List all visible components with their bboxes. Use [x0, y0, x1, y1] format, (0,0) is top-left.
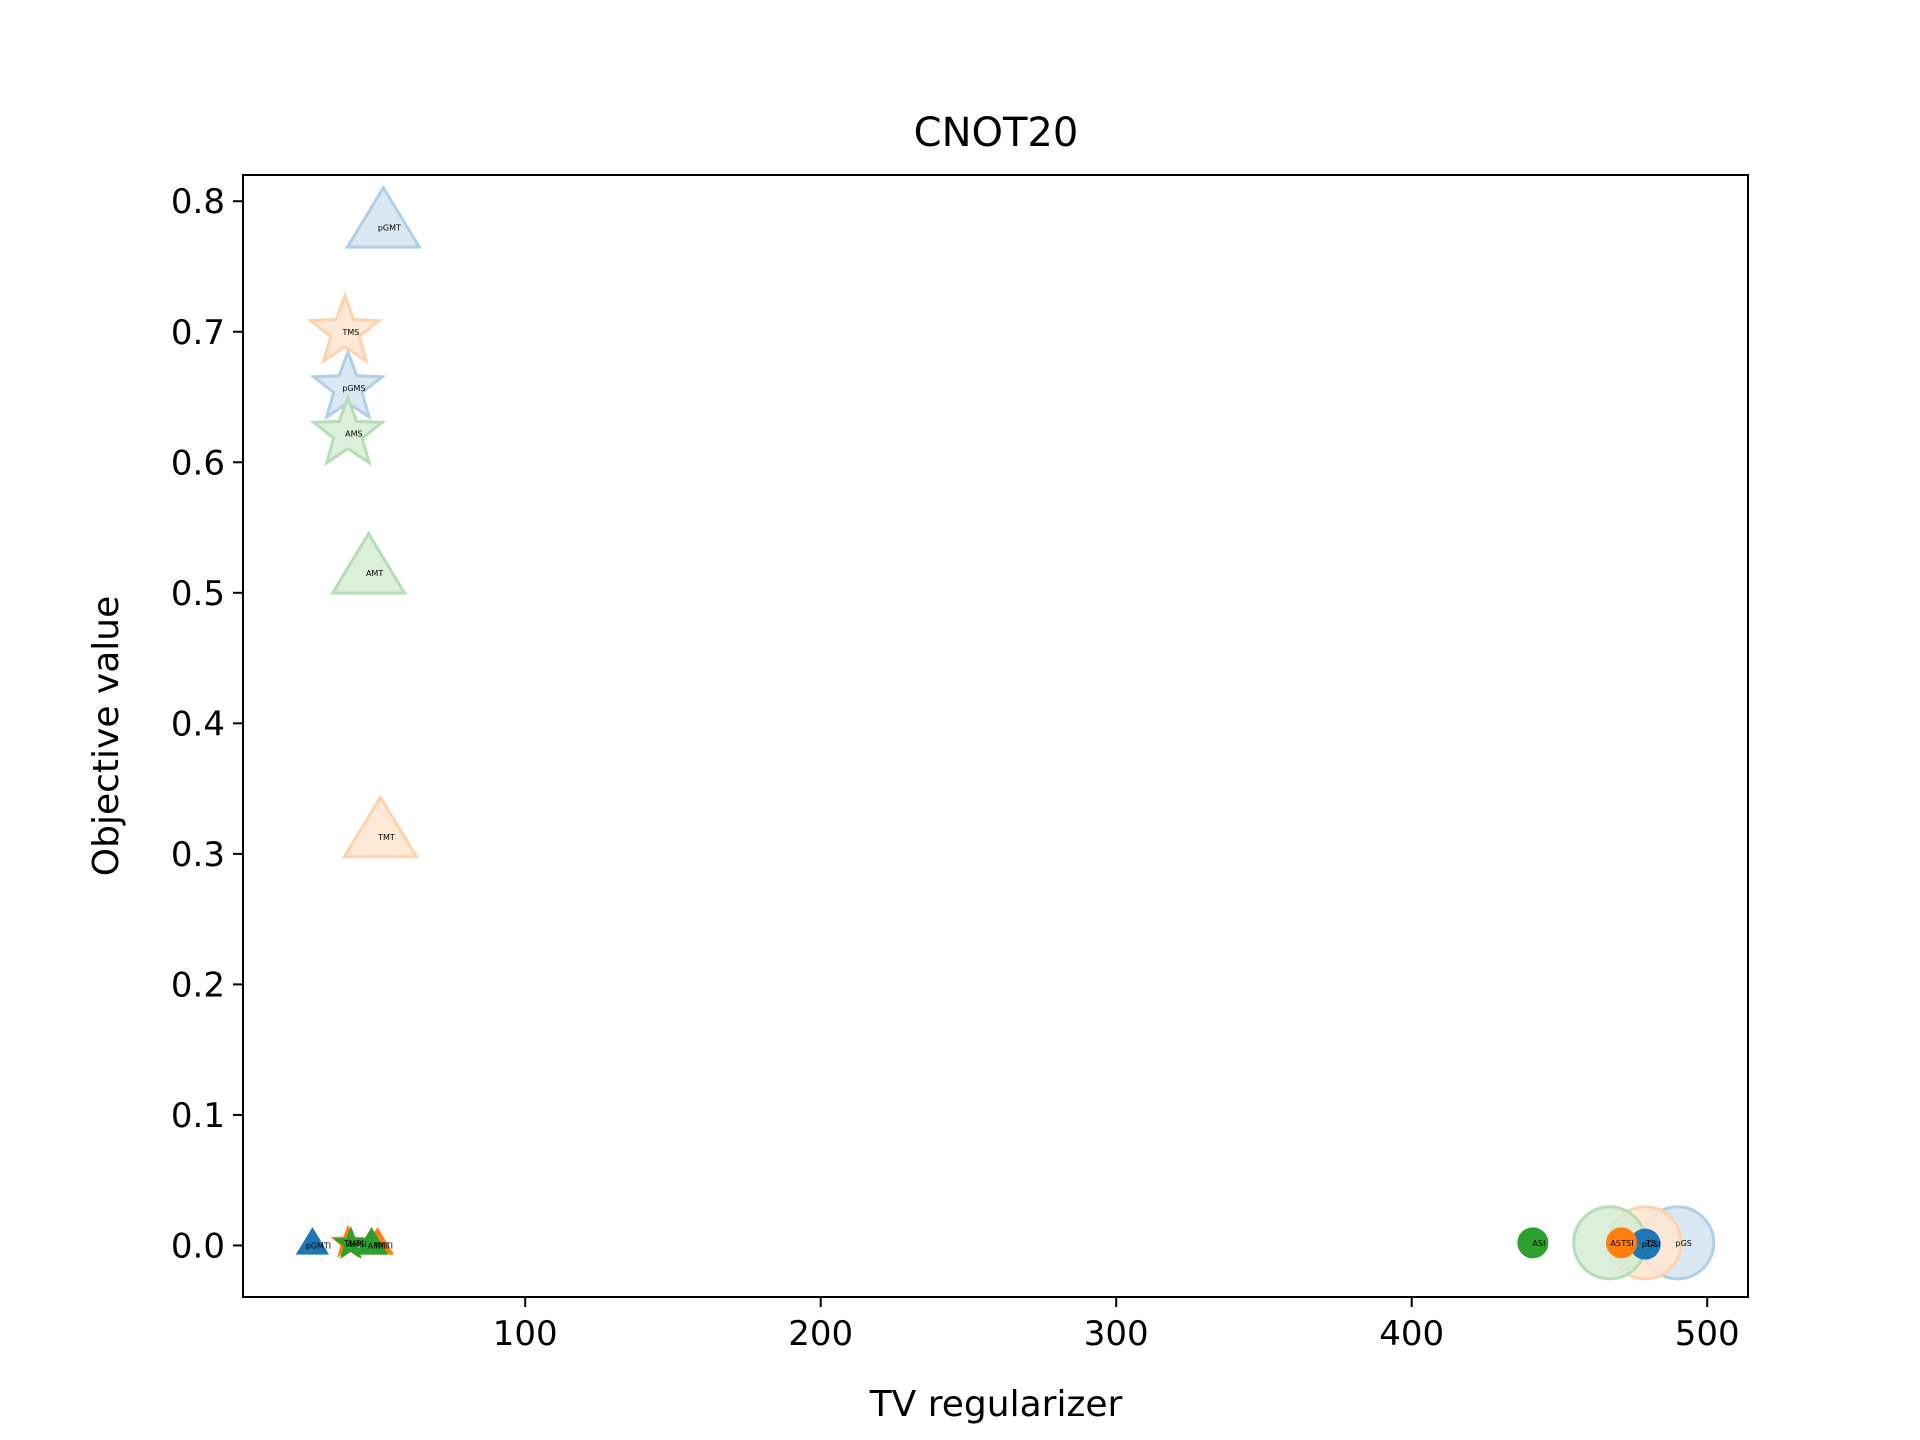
marker-tsi — [1606, 1227, 1638, 1259]
point-label-asi: ASI — [1532, 1239, 1545, 1248]
plot-area — [243, 175, 1748, 1297]
point-label-tmti: TMTI — [373, 1241, 393, 1250]
point-label-tsi: TSI — [1620, 1239, 1633, 1248]
y-axis-label: Objective value — [86, 596, 127, 876]
point-label-pgmt: pGMT — [378, 223, 401, 232]
marker-amsi — [333, 1225, 369, 1259]
x-tick-label: 200 — [788, 1314, 853, 1354]
y-tick-label: 0.3 — [171, 835, 225, 875]
y-tick-label: 0.2 — [171, 965, 225, 1005]
x-axis-label: TV regularizer — [869, 1384, 1123, 1425]
marker-pgmt — [344, 184, 423, 249]
x-axis-ticks: 100 200 300 400 500 — [493, 1297, 1740, 1354]
x-tick-label: 100 — [493, 1314, 558, 1354]
y-tick-label: 0.4 — [171, 704, 225, 744]
x-tick-label: 500 — [1675, 1314, 1740, 1354]
axes-frame — [242, 174, 1749, 1298]
marker-amti — [354, 1227, 389, 1255]
data-markers: pGMT pGMS pGS TMS TMT TS AMS AMT AS pGMTI pGSI TMSI… — [295, 184, 1716, 1281]
point-label-pgsi: pGSI — [1642, 1240, 1661, 1249]
point-label-amt: AMT — [366, 569, 383, 578]
point-label-tmsi: TMSI — [343, 1239, 363, 1248]
marker-ams — [309, 393, 387, 467]
point-label-amsi: AMSI — [347, 1240, 367, 1249]
y-tick-label: 0.1 — [171, 1096, 225, 1136]
x-tick-label: 400 — [1379, 1314, 1444, 1354]
point-label-tmt: TMT — [377, 833, 395, 842]
marker-amt — [329, 530, 408, 595]
y-axis-ticks: 0.0 0.1 0.2 0.3 0.4 0.5 0.6 0.7 0.8 — [171, 182, 243, 1266]
chart-title: CNOT20 — [914, 110, 1079, 156]
y-tick-label: 0.5 — [171, 574, 225, 614]
point-label-pgmti: pGMTI — [306, 1241, 331, 1250]
y-tick-label: 0.8 — [171, 182, 225, 222]
point-label-pgms: pGMS — [342, 384, 365, 393]
point-label-amti: AMTI — [368, 1241, 388, 1250]
point-label-tms: TMS — [342, 328, 360, 337]
marker-pgmti — [295, 1227, 330, 1255]
y-tick-label: 0.0 — [171, 1226, 225, 1266]
marker-tmt — [341, 794, 420, 859]
y-tick-label: 0.6 — [171, 443, 225, 483]
point-label-pgs: pGS — [1675, 1239, 1691, 1248]
x-tick-label: 300 — [1084, 1314, 1149, 1354]
point-label-ams: AMS — [345, 430, 362, 439]
marker-asi — [1517, 1227, 1549, 1259]
marker-tms — [306, 291, 384, 365]
point-label-as: AS — [1610, 1239, 1621, 1248]
point-label-ts: TS — [1645, 1239, 1656, 1248]
y-tick-label: 0.7 — [171, 313, 225, 353]
